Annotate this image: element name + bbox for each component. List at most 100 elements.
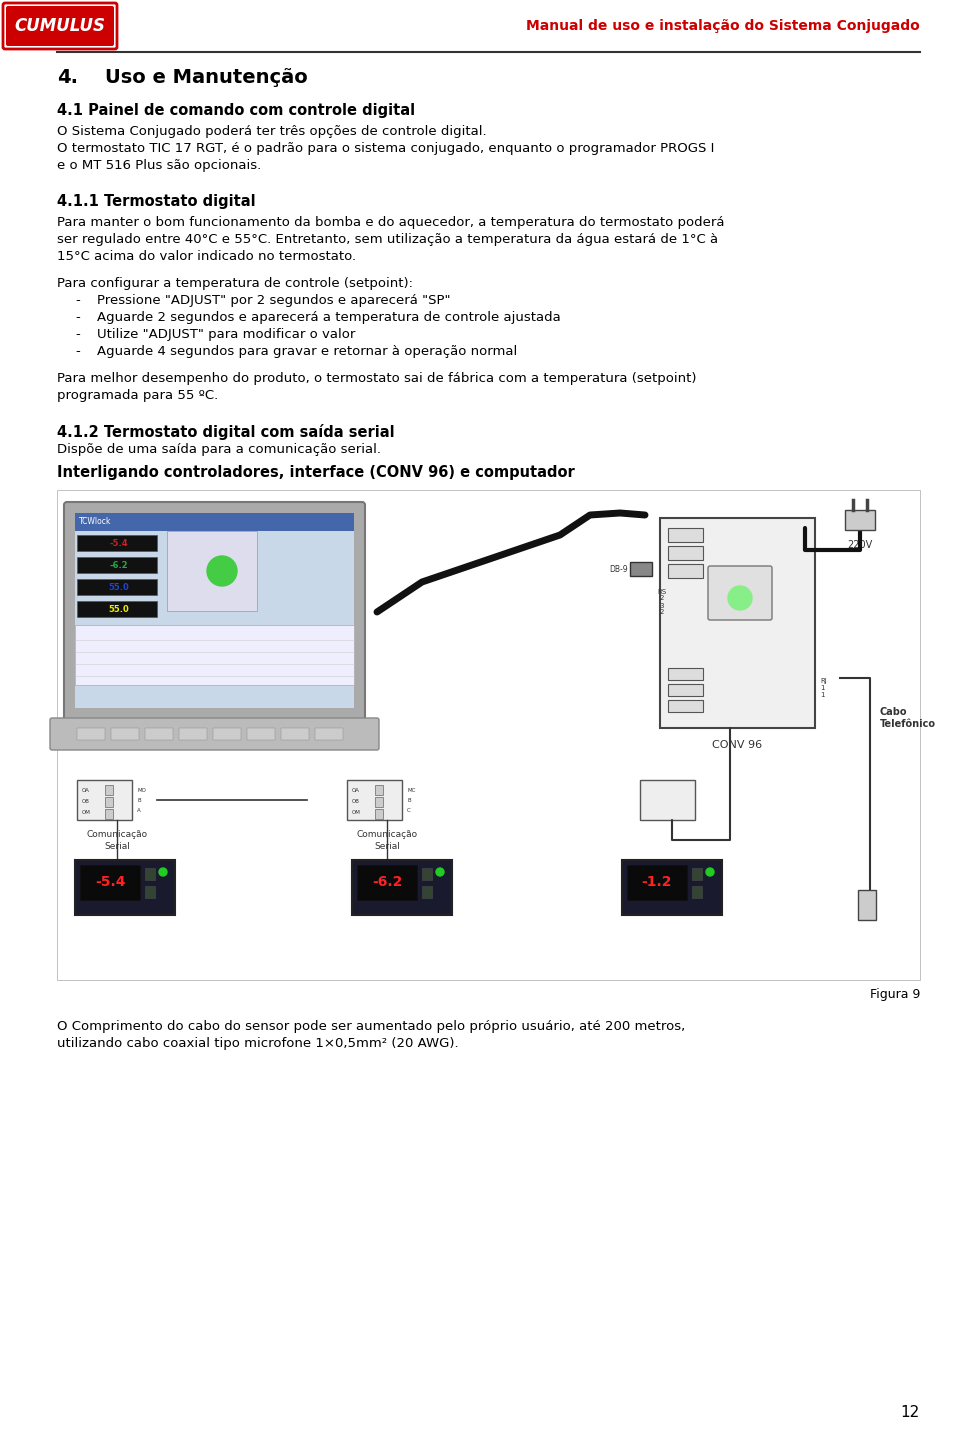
Bar [105,809,113,819]
Bar [105,785,113,795]
Text: CUMULUS: CUMULUS [14,17,106,35]
Bar [845,510,875,530]
Text: Uso e Manutenção: Uso e Manutenção [105,68,308,86]
Text: OM: OM [82,809,91,815]
Text: O Comprimento do cabo do sensor pode ser aumentado pelo próprio usuário, até 200: O Comprimento do cabo do sensor pode ser… [57,1020,685,1032]
Bar [668,668,703,680]
Text: -: - [75,311,80,324]
Circle shape [728,586,752,611]
Bar [77,780,132,819]
Bar [668,528,703,541]
Text: Para configurar a temperatura de controle (setpoint):: Para configurar a temperatura de control… [57,276,413,289]
Bar [627,865,687,900]
Text: utilizando cabo coaxial tipo microfone 1×0,5mm² (20 AWG).: utilizando cabo coaxial tipo microfone 1… [57,1037,459,1050]
Text: 15°C acima do valor indicado no termostato.: 15°C acima do valor indicado no termosta… [57,251,356,264]
Bar [75,513,354,531]
Text: B: B [137,798,140,804]
Bar [357,865,417,900]
Bar [640,780,695,819]
Bar [692,868,702,880]
Bar [111,729,139,740]
Text: Cabo
Telefônico: Cabo Telefônico [880,707,936,729]
Bar [375,785,383,795]
Text: -: - [75,346,80,359]
Text: Para manter o bom funcionamento da bomba e do aquecedor, a temperatura do termos: Para manter o bom funcionamento da bomba… [57,216,725,229]
FancyBboxPatch shape [3,3,117,49]
Bar [75,860,175,914]
Text: programada para 55 ºC.: programada para 55 ºC. [57,389,218,402]
Text: Interligando controladores, interface (CONV 96) e computador: Interligando controladores, interface (C… [57,465,575,480]
Bar [858,890,876,920]
Text: B: B [407,798,411,804]
Bar [105,796,113,806]
Text: ser regulado entre 40°C e 55°C. Entretanto, sem utilização a temperatura da água: ser regulado entre 40°C e 55°C. Entretan… [57,233,718,246]
Text: Figura 9: Figura 9 [870,988,920,1001]
Bar [75,625,354,685]
Text: Pressione "ADJUST" por 2 segundos e aparecerá "SP": Pressione "ADJUST" por 2 segundos e apar… [97,294,450,307]
Bar [352,860,452,914]
Text: -: - [75,294,80,307]
Bar [247,729,275,740]
Text: Dispõe de uma saída para a comunicação serial.: Dispõe de uma saída para a comunicação s… [57,444,381,456]
Text: OB: OB [82,799,90,804]
Bar [375,796,383,806]
Text: Para melhor desempenho do produto, o termostato sai de fábrica com a temperatura: Para melhor desempenho do produto, o ter… [57,372,697,384]
Text: 4.1.2 Termostato digital com saída serial: 4.1.2 Termostato digital com saída seria… [57,423,395,441]
Text: -5.4: -5.4 [95,876,125,888]
Text: 55.0: 55.0 [108,605,130,613]
Bar [77,536,157,552]
Circle shape [436,868,444,876]
Circle shape [159,868,167,876]
Bar [179,729,207,740]
Text: OM: OM [352,809,361,815]
Text: Comunicação: Comunicação [356,829,418,840]
Bar [167,531,257,611]
Bar [213,729,241,740]
Bar [668,546,703,560]
Text: 220V: 220V [848,540,873,550]
Text: 4.1 Painel de comando com controle digital: 4.1 Painel de comando com controle digit… [57,104,415,118]
Circle shape [706,868,714,876]
Bar [375,809,383,819]
Text: -: - [75,328,80,341]
Text: Serial: Serial [104,842,130,851]
Text: Serial: Serial [374,842,400,851]
FancyBboxPatch shape [64,503,365,723]
Text: Comunicação: Comunicação [86,829,148,840]
Bar [77,557,157,573]
Text: O Sistema Conjugado poderá ter três opções de controle digital.: O Sistema Conjugado poderá ter três opçõ… [57,125,487,138]
Text: Utilize "ADJUST" para modificar o valor: Utilize "ADJUST" para modificar o valor [97,328,355,341]
Bar [622,860,722,914]
Text: RJ
1
1: RJ 1 1 [820,678,827,698]
Text: Manual de uso e instalação do Sistema Conjugado: Manual de uso e instalação do Sistema Co… [526,19,920,33]
Text: -6.2: -6.2 [372,876,402,888]
Text: Aguarde 4 segundos para gravar e retornar à operação normal: Aguarde 4 segundos para gravar e retorna… [97,346,517,359]
FancyBboxPatch shape [50,719,379,750]
Text: e o MT 516 Plus são opcionais.: e o MT 516 Plus são opcionais. [57,158,261,171]
Text: -5.4: -5.4 [109,539,129,547]
Bar [630,562,652,576]
Bar [57,490,920,981]
Bar [692,886,702,899]
Text: OA: OA [82,788,90,793]
Bar [668,684,703,696]
Text: A: A [137,808,141,814]
Text: 12: 12 [900,1405,920,1420]
Bar [80,865,140,900]
Text: 4.1.1 Termostato digital: 4.1.1 Termostato digital [57,194,255,209]
Circle shape [207,556,237,586]
Bar [668,700,703,711]
Text: TCWlock: TCWlock [79,517,111,527]
Bar [145,729,173,740]
Text: Aguarde 2 segundos e aparecerá a temperatura de controle ajustada: Aguarde 2 segundos e aparecerá a tempera… [97,311,561,324]
Bar [668,564,703,577]
Text: RS
2
3
2: RS 2 3 2 [658,589,666,615]
FancyBboxPatch shape [708,566,772,621]
Bar [77,729,105,740]
FancyBboxPatch shape [6,6,114,46]
Bar [660,518,815,729]
Bar [75,513,354,708]
Text: -6.2: -6.2 [109,560,129,569]
Bar [145,868,155,880]
Circle shape [722,580,758,616]
